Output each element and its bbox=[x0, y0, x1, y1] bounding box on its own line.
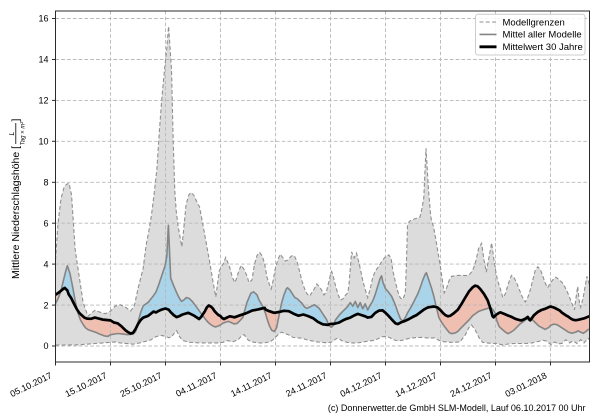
svg-text:Mittlere Niederschlagshöhe [: Mittlere Niederschlagshöhe [ bbox=[10, 146, 22, 279]
svg-text:0: 0 bbox=[43, 341, 48, 351]
svg-text:6: 6 bbox=[43, 218, 48, 228]
svg-text:Tag × m²: Tag × m² bbox=[21, 121, 27, 146]
svg-text:]: ] bbox=[10, 119, 22, 122]
svg-text:14: 14 bbox=[38, 55, 48, 65]
svg-text:Mittel aller Modelle: Mittel aller Modelle bbox=[503, 30, 582, 41]
svg-text:12: 12 bbox=[38, 96, 48, 106]
svg-text:(c) Donnerwetter.de GmbH SLM-M: (c) Donnerwetter.de GmbH SLM-Modell, Lau… bbox=[328, 403, 586, 413]
svg-text:4: 4 bbox=[43, 259, 48, 269]
svg-text:Modellgrenzen: Modellgrenzen bbox=[503, 17, 565, 28]
svg-text:2: 2 bbox=[43, 300, 48, 310]
svg-text:L: L bbox=[9, 131, 16, 135]
svg-text:Mittelwert 30 Jahre: Mittelwert 30 Jahre bbox=[503, 42, 583, 53]
svg-text:16: 16 bbox=[38, 14, 48, 24]
svg-text:8: 8 bbox=[43, 178, 48, 188]
svg-text:10: 10 bbox=[38, 137, 48, 147]
